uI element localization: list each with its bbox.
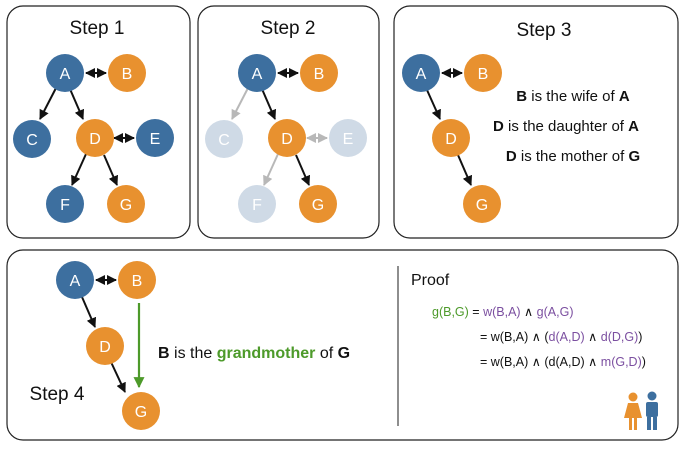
svg-text:G: G [476,197,488,214]
step1-title: Step 1 [70,18,125,39]
step1-node-a: A [46,54,84,92]
svg-text:G: G [120,197,132,214]
step2-node-f-faded: F [238,185,276,223]
edge-a-d [81,296,97,328]
step2-title: Step 2 [261,18,316,39]
step3-node-a: A [402,54,440,92]
fact-2: D is the daughter of A [493,118,639,135]
step4-edges [81,275,145,393]
svg-text:A: A [416,66,427,83]
step4-title: Step 4 [30,384,85,405]
step3-title: Step 3 [517,20,572,41]
step1-edges [39,68,135,186]
step1-panel: Step 1 A B C D E F G [6,5,191,239]
step1-node-g: G [107,185,145,223]
step4-node-g: G [122,392,160,430]
step2-node-c-faded: C [205,120,243,158]
woman-icon [624,392,642,430]
step3-panel: Step 3 A B D G B is the wife of A D is t… [393,5,679,239]
edge-d-f-faded [263,153,279,186]
svg-text:G: G [312,197,324,214]
fact-3: D is the mother of G [506,148,640,165]
step4-node-b: B [118,261,156,299]
fact-1: B is the wife of A [516,88,630,105]
svg-text:A: A [70,273,81,290]
step2-node-g: G [299,185,337,223]
svg-text:B: B [478,66,489,83]
step2-node-b: B [300,54,338,92]
step4-node-d: D [86,327,124,365]
edge-d-f [71,153,87,186]
step3-node-g: G [463,185,501,223]
svg-text:G: G [135,404,147,421]
svg-text:C: C [218,132,230,149]
step1-node-f: F [46,185,84,223]
proof-title: Proof [411,272,450,289]
edge-a-d [426,89,441,120]
edge-d-g [103,154,119,186]
svg-text:B: B [122,66,133,83]
edge-a-c [39,87,57,120]
step3-node-b: B [464,54,502,92]
svg-text:D: D [445,131,457,148]
proof-line-2: = w(B,A) ∧ (d(A,D) ∧ d(D,G)) [480,330,642,344]
step2-node-e-faded: E [329,119,367,157]
svg-text:E: E [150,131,161,148]
svg-text:F: F [252,197,262,214]
edge-a-c-faded [231,87,249,120]
edge-d-g [295,154,311,186]
step1-node-e: E [136,119,174,157]
edge-a-d [261,88,277,120]
man-icon [646,391,658,430]
svg-text:F: F [60,197,70,214]
svg-text:C: C [26,132,38,149]
step4-conclusion: B is the grandmother of G [158,345,350,362]
svg-text:D: D [89,131,101,148]
svg-text:B: B [314,66,325,83]
step3-edges [426,68,473,186]
svg-text:B: B [132,273,143,290]
step3-node-d: D [432,119,470,157]
step2-edges [231,68,328,186]
step2-panel: Step 2 A B C D E F G [197,5,380,239]
proof-line-1: g(B,G) = w(B,A) ∧ g(A,G) [432,305,573,319]
edge-d-g [110,361,126,393]
step1-node-b: B [108,54,146,92]
step1-node-d: D [76,119,114,157]
edge-a-d [69,88,85,120]
svg-text:D: D [99,339,111,356]
svg-text:E: E [343,131,354,148]
svg-text:A: A [60,66,71,83]
svg-text:D: D [281,131,293,148]
step2-node-a: A [238,54,276,92]
svg-text:A: A [252,66,263,83]
proof-line-3: = w(B,A) ∧ (d(A,D) ∧ m(G,D)) [480,355,646,369]
edge-d-g [457,154,473,186]
step2-node-d: D [268,119,306,157]
step4-node-a: A [56,261,94,299]
step1-node-c: C [13,120,51,158]
step4-panel: A B D G Step 4 B is the grandmother of G… [6,249,679,441]
